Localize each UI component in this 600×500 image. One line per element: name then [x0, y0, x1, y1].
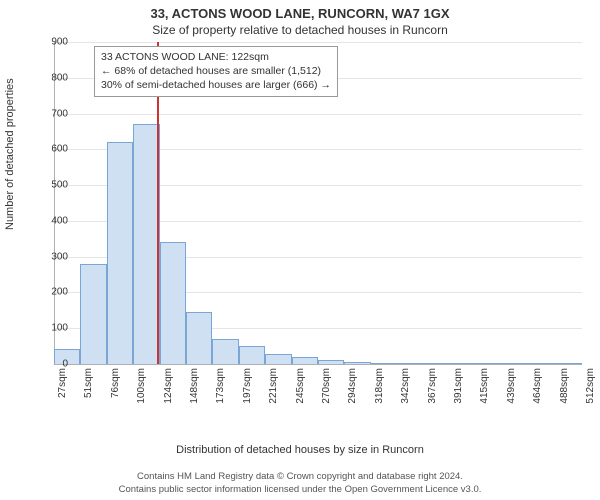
x-tick-label: 270sqm — [321, 368, 332, 404]
histogram-bar — [292, 357, 318, 364]
x-tick-label: 464sqm — [532, 368, 543, 404]
x-tick-label: 367sqm — [427, 368, 438, 404]
y-tick-label: 400 — [28, 215, 68, 226]
x-tick-label: 439sqm — [506, 368, 517, 404]
footer-line1: Contains HM Land Registry data © Crown c… — [0, 471, 600, 483]
histogram-bar — [397, 363, 423, 364]
x-tick-label: 512sqm — [585, 368, 596, 404]
histogram-bar — [503, 363, 529, 364]
x-tick-label: 415sqm — [479, 368, 490, 404]
x-tick-label: 294sqm — [347, 368, 358, 404]
info-line: 30% of semi-detached houses are larger (… — [101, 78, 331, 92]
histogram-bar — [371, 363, 397, 364]
histogram-bar — [318, 360, 344, 364]
x-tick-label: 488sqm — [559, 368, 570, 404]
histogram-bar — [344, 362, 370, 364]
histogram-bar — [186, 312, 212, 364]
histogram-bar — [556, 363, 582, 364]
footer-line2: Contains public sector information licen… — [0, 484, 600, 496]
page-title-line1: 33, ACTONS WOOD LANE, RUNCORN, WA7 1GX — [0, 0, 600, 21]
histogram-bar — [80, 264, 106, 364]
x-tick-label: 391sqm — [453, 368, 464, 404]
histogram-plot: 33 ACTONS WOOD LANE: 122sqm← 68% of deta… — [54, 42, 582, 412]
x-tick-label: 124sqm — [163, 368, 174, 404]
histogram-bar — [476, 363, 502, 364]
y-axis-label: Number of detached properties — [4, 78, 16, 230]
y-tick-label: 700 — [28, 108, 68, 119]
histogram-bar — [212, 339, 238, 364]
page-title-line2: Size of property relative to detached ho… — [0, 21, 600, 37]
x-tick-label: 342sqm — [400, 368, 411, 404]
x-tick-label: 173sqm — [215, 368, 226, 404]
gridline — [54, 42, 582, 43]
info-line: ← 68% of detached houses are smaller (1,… — [101, 64, 331, 78]
y-tick-label: 600 — [28, 144, 68, 155]
x-tick-label: 148sqm — [189, 368, 200, 404]
histogram-bar — [424, 363, 450, 364]
info-box: 33 ACTONS WOOD LANE: 122sqm← 68% of deta… — [94, 46, 338, 97]
gridline — [54, 114, 582, 115]
x-tick-label: 245sqm — [295, 368, 306, 404]
x-tick-label: 197sqm — [242, 368, 253, 404]
histogram-bar — [265, 354, 291, 364]
footer-attribution: Contains HM Land Registry data © Crown c… — [0, 471, 600, 496]
histogram-bar — [239, 346, 265, 364]
histogram-bar — [450, 363, 476, 364]
y-tick-label: 900 — [28, 37, 68, 48]
y-tick-label: 500 — [28, 180, 68, 191]
histogram-bar — [133, 124, 159, 364]
chart-area: 33 ACTONS WOOD LANE: 122sqm← 68% of deta… — [54, 42, 582, 412]
y-tick-label: 100 — [28, 323, 68, 334]
y-tick-label: 200 — [28, 287, 68, 298]
x-tick-label: 100sqm — [136, 368, 147, 404]
histogram-bar — [529, 363, 555, 364]
x-axis-label: Distribution of detached houses by size … — [0, 444, 600, 456]
histogram-bar — [107, 142, 133, 364]
x-tick-label: 318sqm — [374, 368, 385, 404]
y-tick-label: 300 — [28, 251, 68, 262]
histogram-bar — [160, 242, 186, 364]
x-tick-label: 221sqm — [268, 368, 279, 404]
x-tick-label: 51sqm — [83, 368, 94, 398]
y-tick-label: 800 — [28, 72, 68, 83]
info-line: 33 ACTONS WOOD LANE: 122sqm — [101, 50, 331, 64]
x-tick-label: 76sqm — [110, 368, 121, 398]
x-tick-label: 27sqm — [57, 368, 68, 398]
